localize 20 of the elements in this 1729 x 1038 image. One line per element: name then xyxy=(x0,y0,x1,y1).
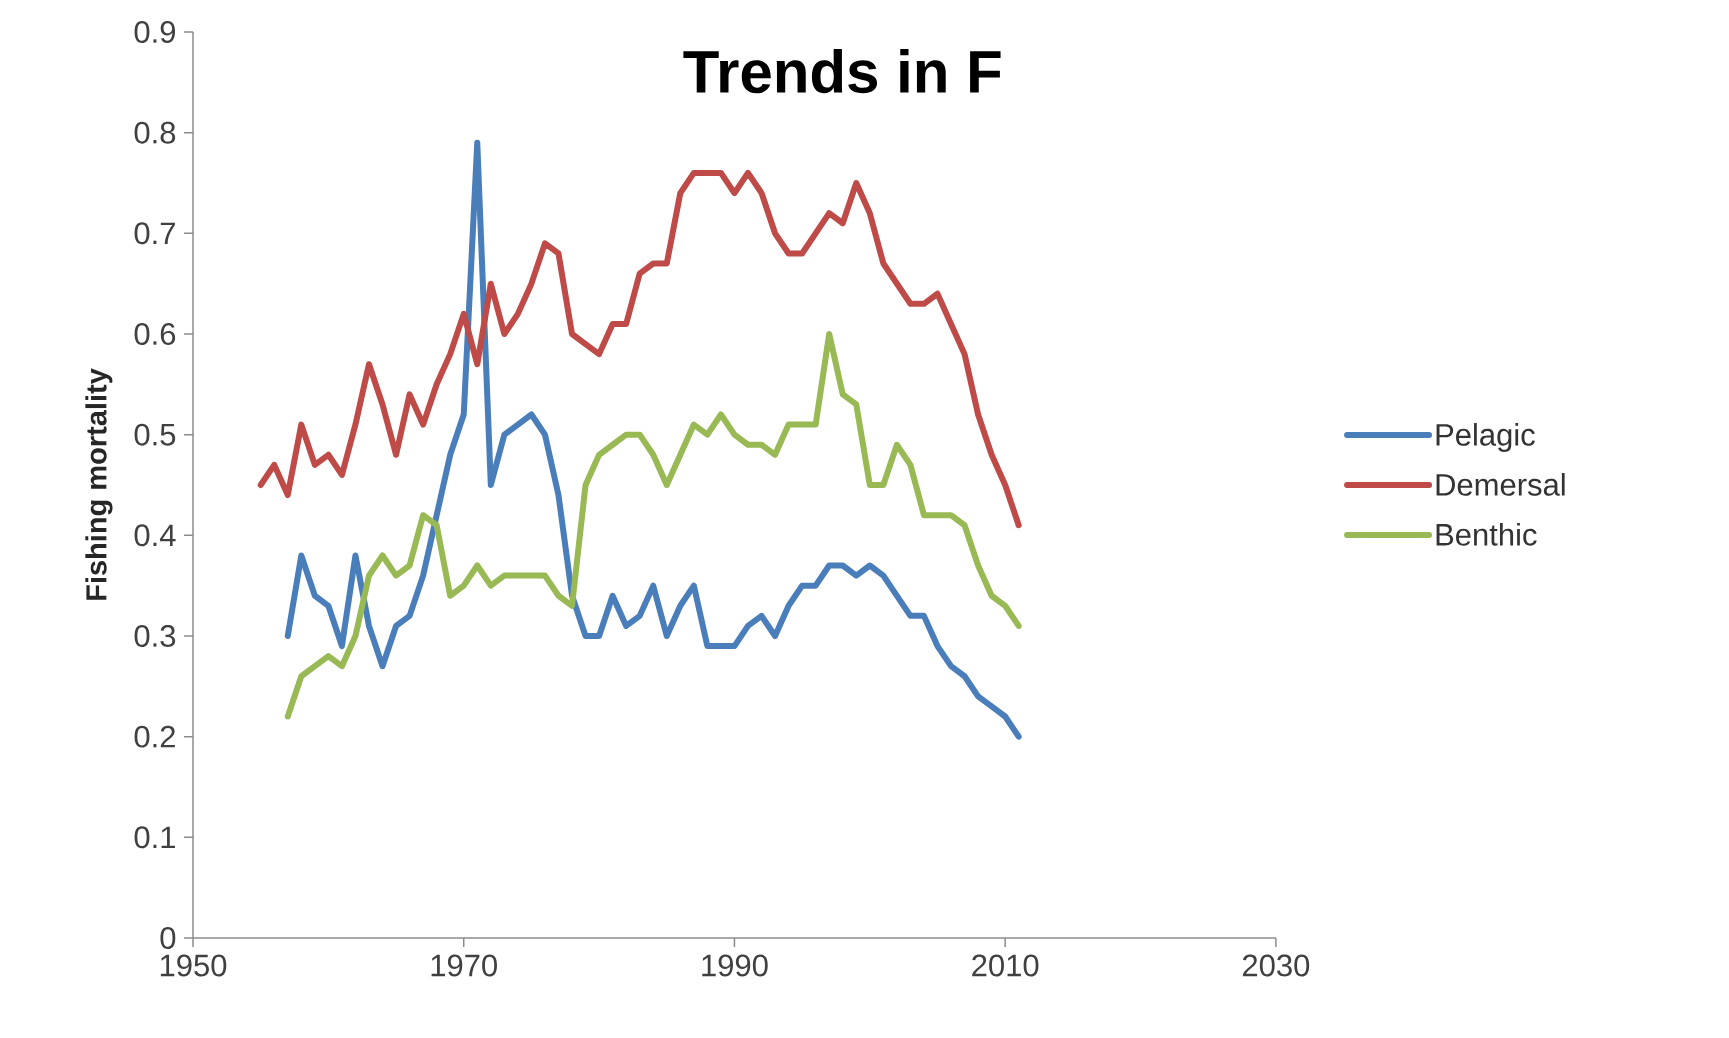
y-tick-label: 0.6 xyxy=(134,323,176,345)
y-tick-label: 0.9 xyxy=(134,21,176,43)
x-tick-label: 1970 xyxy=(431,954,497,977)
legend-label: Pelagic xyxy=(1436,423,1535,452)
y-tick-label: 0.2 xyxy=(134,725,175,748)
x-tick-label: 2010 xyxy=(972,954,1039,977)
x-tick-label: 2030 xyxy=(1242,954,1310,977)
legend-label: Benthic xyxy=(1436,522,1537,546)
y-axis-title: Fishing mortality xyxy=(85,368,113,600)
x-tick-label: 1950 xyxy=(160,954,227,977)
y-tick-label: 0.1 xyxy=(134,826,175,849)
y-tick-label: 0.5 xyxy=(134,423,176,446)
y-tick-label: 0 xyxy=(160,927,176,949)
legend-label: Demersal xyxy=(1436,473,1565,496)
y-tick-label: 0.8 xyxy=(134,121,176,144)
chart-title: Trends in F xyxy=(683,49,1001,94)
x-tick-label: 1990 xyxy=(702,954,768,977)
y-tick-label: 0.7 xyxy=(134,222,175,245)
y-tick-label: 0.4 xyxy=(134,524,176,547)
y-tick-label: 0.3 xyxy=(134,625,176,647)
